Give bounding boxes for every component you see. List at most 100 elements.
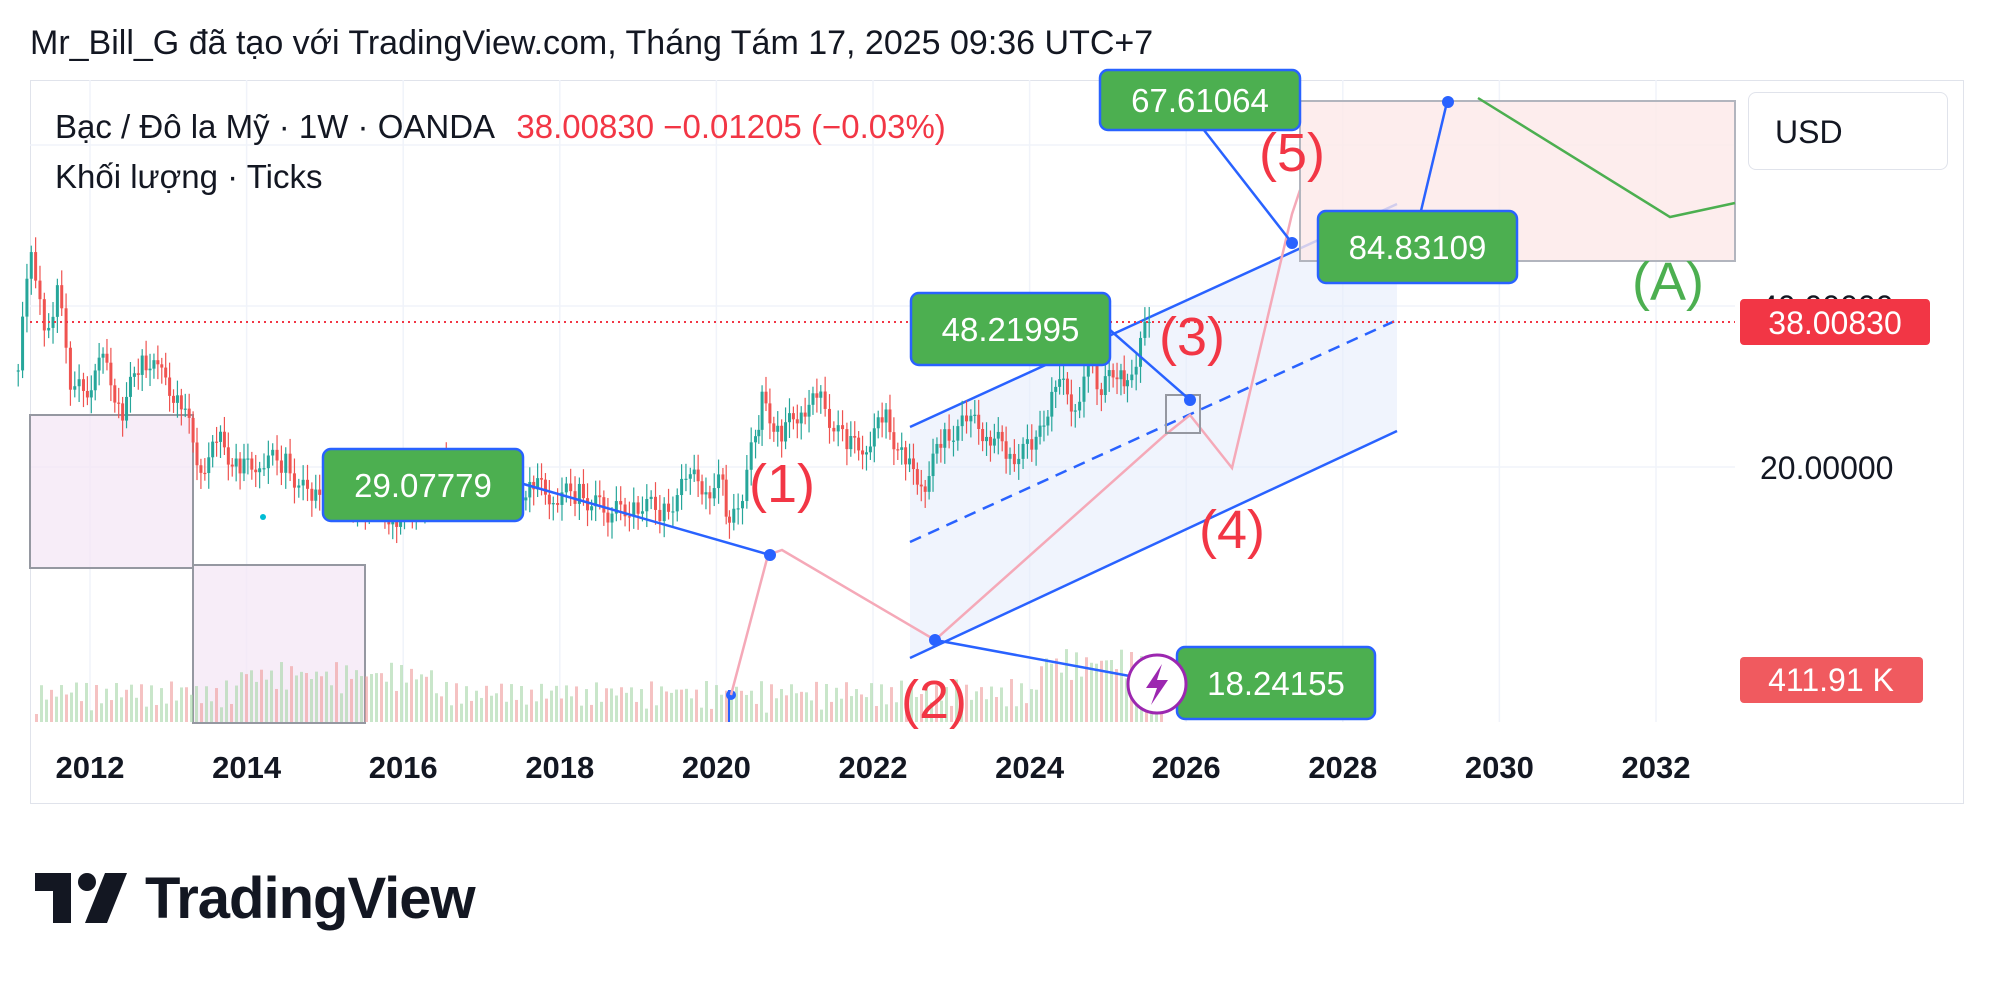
symbol-name[interactable]: Bạc / Đô la Mỹ · 1W · OANDA [55,108,494,145]
volume-bar [75,682,78,722]
price-label-text: 29.07779 [354,467,492,504]
candle-body [64,308,68,348]
volume-bar [350,678,353,722]
anchor-dot[interactable] [1184,394,1196,406]
candle-body [226,447,230,465]
candle-body [965,415,969,422]
volume-bar [375,673,378,722]
volume-bar [175,700,178,722]
anchor-dot[interactable] [929,634,941,646]
currency-button[interactable]: USD [1748,92,1948,170]
candle-body [140,355,144,375]
candle-body [727,516,731,523]
anchor-dot[interactable] [1286,237,1298,249]
range-box-1[interactable] [29,414,194,569]
volume-bar [945,687,948,722]
volume-bar [645,708,648,722]
candle-body [524,497,528,501]
volume-bar [360,676,363,722]
volume-bar [355,670,358,722]
volume-bar [365,676,368,722]
volume-bar [515,699,518,722]
x-tick-label: 2012 [56,750,125,785]
candle-body [803,412,807,417]
candle-body [943,429,947,448]
volume-bar [1090,662,1093,722]
volume-bar [745,694,748,722]
price-label-box[interactable] [1316,209,1519,285]
candle-body [606,512,610,523]
chart-caption: Mr_Bill_G đã tạo với TradingView.com, Th… [30,24,1154,62]
candle-body [25,278,29,317]
candle-body [297,485,301,488]
volume-bar [120,697,123,722]
volume-bar [40,685,43,722]
price-label-box[interactable] [321,447,525,523]
candle-body [861,450,865,455]
candle-body [712,488,716,499]
candle-body [51,316,55,328]
candle-body [1021,443,1025,459]
x-tick-label: 2016 [369,750,438,785]
candle-body [207,457,211,474]
volume-bar [835,687,838,722]
x-tick-label: 2018 [525,750,594,785]
candle-body [262,468,266,470]
candle-body [757,429,761,437]
candle-body [598,495,602,498]
volume-bar [975,691,978,722]
candle-body [911,458,915,470]
candle-body [1000,431,1004,442]
volume-bar [905,699,908,722]
candle-body [215,441,219,443]
volume-bar [250,670,253,722]
volume-bar [825,684,828,722]
volume-bar [290,666,293,722]
candle-body [745,469,749,502]
volume-bar [775,698,778,722]
price-label-box[interactable] [1098,68,1302,132]
wave-a-line[interactable] [1477,96,1736,219]
channel-mid-line[interactable] [909,318,1398,544]
volume-bar [455,683,458,722]
candle-body [125,396,129,421]
candle-body [132,373,136,377]
candle-body [845,429,849,450]
volume-legend[interactable]: Khối lượng · Ticks [55,158,323,195]
candle-body [34,252,38,281]
volume-bar [810,700,813,722]
volume-bar [60,685,63,722]
volume-bar [600,701,603,722]
candle-body [823,391,827,409]
anchor-dot[interactable] [764,549,776,561]
volume-bar [205,686,208,722]
candle-body [172,395,176,403]
anchor-dot[interactable] [1442,96,1454,108]
candle-body [623,504,627,517]
candle-body [156,360,160,365]
wave-label: (2) [901,670,967,730]
volume-bar [80,701,83,722]
volume-bar [615,695,618,722]
volume-bar [715,685,718,722]
volume-bar [900,680,903,722]
candle-body [815,393,819,398]
candle-body [864,452,868,455]
price-label-box[interactable] [909,291,1112,367]
range-box-2[interactable] [192,564,366,724]
channel-lower-line[interactable] [909,429,1398,660]
volume-bar [910,686,913,722]
candle-body [927,476,931,492]
volume-bar [785,695,788,722]
volume-bar [630,687,633,722]
volume-bar [960,702,963,722]
volume-bar [170,681,173,722]
volume-bar [160,688,163,722]
volume-bar [445,681,448,722]
volume-bar [970,699,973,722]
volume-bar [995,697,998,722]
candle-body [1030,439,1034,450]
current-price-badge [1740,299,1930,346]
candle-body [658,509,662,522]
